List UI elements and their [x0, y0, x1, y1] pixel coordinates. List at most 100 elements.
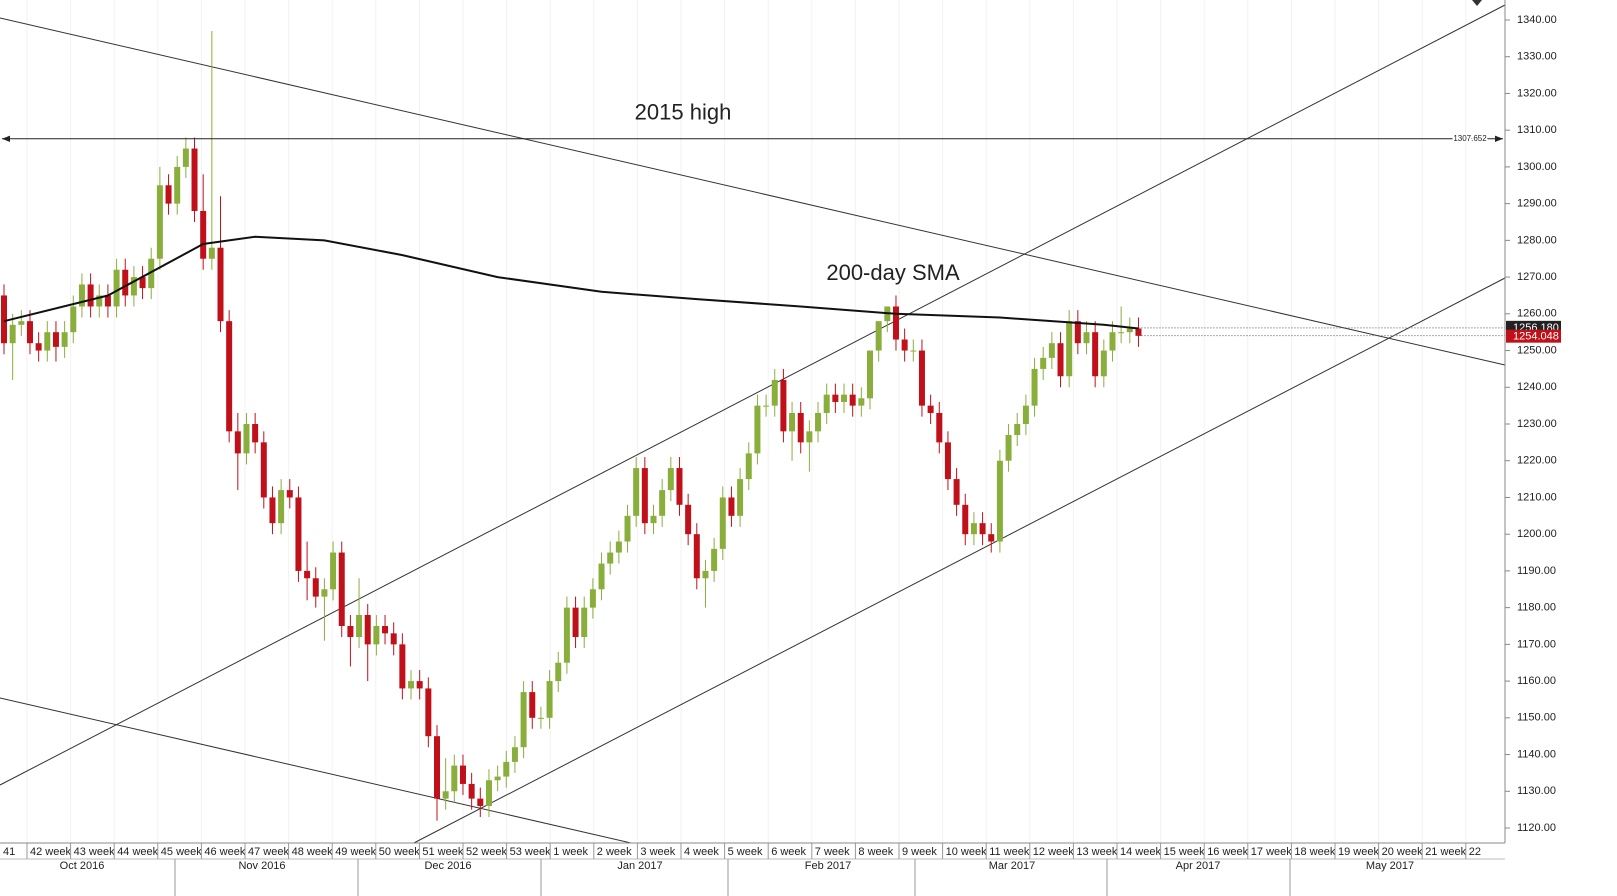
y-tick-label: 1330.00 [1517, 51, 1557, 63]
y-tick-label: 1320.00 [1517, 87, 1557, 99]
candle-body [841, 394, 848, 402]
candle-body [537, 717, 544, 719]
x-axis-band [0, 843, 1617, 896]
candle-body [87, 284, 94, 307]
week-label: 14 week [1120, 846, 1161, 858]
y-tick-label: 1290.00 [1517, 198, 1557, 210]
candle-body [408, 681, 415, 689]
y-tick-label: 1310.00 [1517, 124, 1557, 136]
candle-body [815, 412, 822, 432]
candle-body [702, 570, 709, 579]
y-tick-label: 1220.00 [1517, 455, 1557, 467]
candle-body [459, 765, 466, 784]
candle-body [78, 284, 85, 307]
candle-body [875, 321, 882, 351]
candle-body [546, 681, 553, 718]
week-label: 4 week [684, 846, 719, 858]
candle-body [139, 277, 146, 289]
candle-body [278, 490, 285, 524]
candle-body [529, 692, 536, 718]
week-label: 3 week [640, 846, 675, 858]
y-tick-label: 1230.00 [1517, 418, 1557, 430]
candle-body [1092, 332, 1099, 377]
candle-body [1048, 343, 1055, 358]
candle-body [1118, 332, 1125, 334]
y-tick-label: 1210.00 [1517, 491, 1557, 503]
candle-body [61, 332, 68, 347]
week-label: 45 week [161, 846, 202, 858]
candle-body [832, 394, 839, 402]
candle-body [494, 776, 501, 781]
y-tick-label: 1270.00 [1517, 271, 1557, 283]
trend-line [409, 277, 1506, 846]
candle-body [1040, 357, 1047, 369]
y-tick-label: 1150.00 [1517, 712, 1556, 724]
candle-body [104, 295, 111, 307]
candle-body [9, 324, 16, 344]
week-label: 49 week [335, 846, 376, 858]
y-tick-label: 1340.00 [1517, 14, 1557, 26]
candle-body [572, 607, 579, 638]
week-label: 2 week [597, 846, 632, 858]
y-tick-label: 1160.00 [1517, 675, 1556, 687]
week-label: 13 week [1076, 846, 1117, 858]
month-label: Jan 2017 [617, 860, 662, 872]
candle-body [26, 321, 33, 344]
candle-body [1005, 435, 1012, 461]
candle-body [823, 394, 830, 413]
candle-body [356, 614, 363, 638]
candle-body [295, 497, 302, 571]
y-tick-label: 1250.00 [1517, 344, 1557, 356]
candle-body [347, 626, 354, 638]
candle-body [520, 692, 527, 748]
candle-body [563, 607, 570, 663]
candle-body [468, 783, 475, 799]
week-label: 9 week [902, 846, 937, 858]
trend-line [0, 4, 1506, 786]
candle-body [970, 523, 977, 535]
candle-body [1126, 328, 1133, 333]
candle-body [581, 607, 588, 638]
candle-body [1031, 368, 1038, 406]
candle-body [260, 442, 267, 498]
week-label: 11 week [989, 846, 1030, 858]
y-tick-label: 1300.00 [1517, 161, 1557, 173]
month-label: Nov 2016 [238, 860, 285, 872]
candle-body [693, 534, 700, 579]
week-label: 22 [1469, 846, 1481, 858]
candle-body [226, 321, 233, 432]
last-price-box [1506, 329, 1561, 343]
candle-body [555, 662, 562, 682]
month-label: Dec 2016 [424, 860, 471, 872]
candle-body [1022, 405, 1029, 424]
candle-body [1109, 332, 1116, 351]
week-label: 48 week [292, 846, 333, 858]
trend-line [0, 17, 1506, 366]
candle-body [217, 247, 224, 322]
week-label: 20 week [1382, 846, 1423, 858]
week-label: 17 week [1251, 846, 1292, 858]
candle-body [737, 479, 744, 516]
y-tick-label: 1140.00 [1517, 748, 1556, 760]
week-label: 12 week [1033, 846, 1074, 858]
candle-body [745, 453, 752, 480]
candle-body [200, 210, 207, 259]
candle-body [35, 343, 42, 351]
candle-body [1083, 332, 1090, 344]
candle-body [511, 747, 518, 762]
candle-body [754, 405, 761, 454]
candle-body [650, 515, 657, 524]
candle-body [52, 332, 59, 347]
candle-body [996, 460, 1003, 542]
y-tick-label: 1200.00 [1517, 528, 1557, 540]
candle-body [477, 798, 484, 806]
candle-body [18, 321, 25, 325]
candle-body [330, 552, 337, 590]
candle-body [589, 589, 596, 608]
candle-body [633, 468, 640, 516]
candle-body [425, 688, 432, 737]
candle-body [858, 398, 865, 406]
candle-body [676, 468, 683, 505]
month-label: Feb 2017 [805, 860, 851, 872]
